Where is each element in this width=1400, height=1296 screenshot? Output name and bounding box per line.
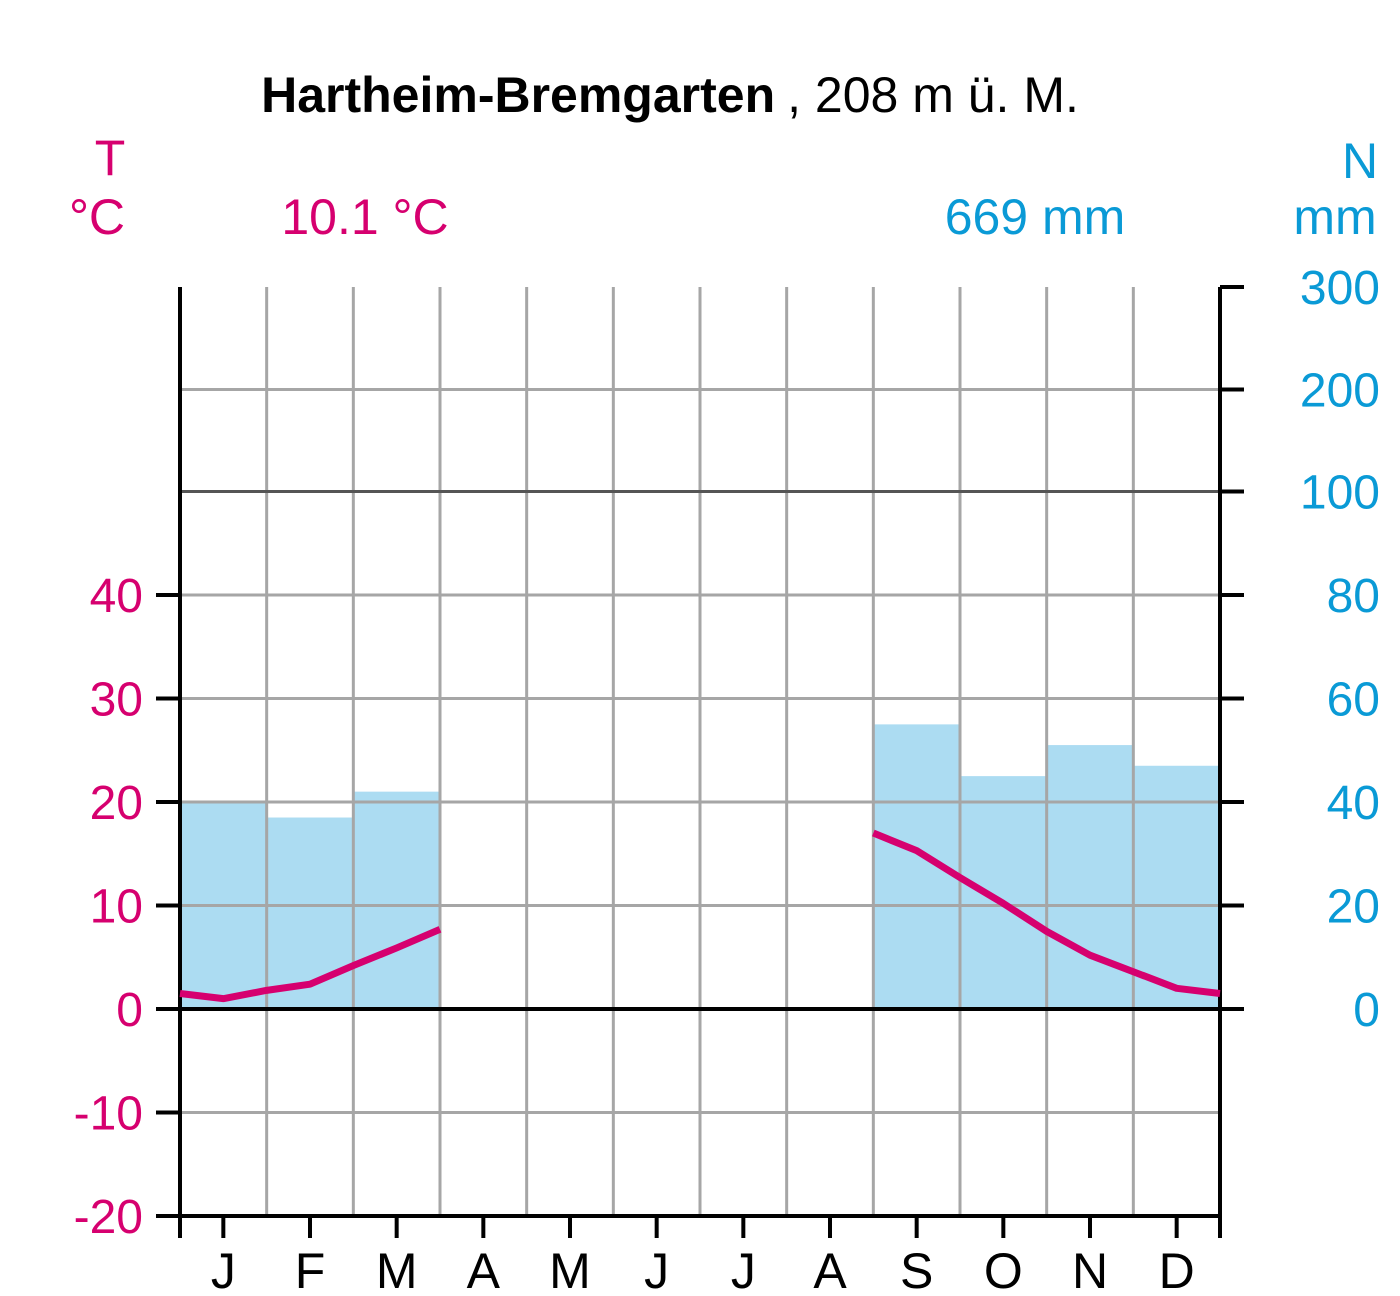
left-tick-label: -10 bbox=[74, 1088, 143, 1141]
axes bbox=[178, 287, 1222, 1238]
right-tick-label: 40 bbox=[1327, 777, 1380, 830]
left-axis-unit: °C bbox=[69, 189, 125, 245]
left-tick-label: 40 bbox=[90, 570, 143, 623]
elevation: , 208 m ü. M. bbox=[787, 67, 1079, 123]
chart-title: Hartheim-Bremgarten, 208 m ü. M. bbox=[261, 67, 1079, 123]
precipitation-bar-o-9 bbox=[960, 776, 1047, 1009]
month-label: S bbox=[900, 1243, 933, 1296]
station-name: Hartheim-Bremgarten bbox=[261, 67, 775, 123]
precipitation-bar-m-2 bbox=[353, 791, 440, 1009]
right-tick-label: 80 bbox=[1327, 570, 1380, 623]
precipitation-bar-d-11 bbox=[1133, 765, 1220, 1009]
month-label: A bbox=[467, 1243, 501, 1296]
month-label: M bbox=[549, 1243, 591, 1296]
left-tick-label: -20 bbox=[74, 1191, 143, 1244]
right-tick-label: 60 bbox=[1327, 674, 1380, 727]
right-tick-label: 20 bbox=[1327, 881, 1380, 934]
left-tick-label: 20 bbox=[90, 777, 143, 830]
right-tick-label: 0 bbox=[1353, 984, 1380, 1037]
annual-temperature: 10.1 °C bbox=[281, 189, 448, 245]
month-label: J bbox=[731, 1243, 756, 1296]
month-label: J bbox=[211, 1243, 236, 1296]
precipitation-bars bbox=[180, 724, 1220, 1009]
precipitation-bar-f-1 bbox=[266, 817, 354, 1009]
temperature-segment-0 bbox=[179, 926, 442, 1003]
left-axis-ticks: 40 30 20 10 0 -10 -20 bbox=[74, 570, 180, 1244]
temperature-line bbox=[179, 829, 1221, 1003]
month-label: O bbox=[984, 1243, 1023, 1296]
left-tick-label: 10 bbox=[90, 881, 143, 934]
temperature-segment-1 bbox=[872, 829, 1221, 997]
left-tick-label: 0 bbox=[116, 984, 143, 1037]
month-label: M bbox=[376, 1243, 418, 1296]
right-axis-symbol: N bbox=[1342, 133, 1378, 189]
month-label: N bbox=[1072, 1243, 1108, 1296]
month-label: J bbox=[644, 1243, 669, 1296]
month-label: A bbox=[813, 1243, 847, 1296]
left-tick-label: 30 bbox=[90, 674, 143, 727]
month-label: D bbox=[1159, 1243, 1195, 1296]
annual-precipitation: 669 mm bbox=[945, 189, 1126, 245]
month-label: F bbox=[295, 1243, 326, 1296]
right-axis-unit: mm bbox=[1293, 189, 1376, 245]
right-tick-label: 300 bbox=[1300, 262, 1380, 315]
right-tick-label: 200 bbox=[1300, 365, 1380, 418]
left-axis-symbol: T bbox=[95, 130, 126, 186]
right-tick-label: 100 bbox=[1300, 467, 1380, 520]
